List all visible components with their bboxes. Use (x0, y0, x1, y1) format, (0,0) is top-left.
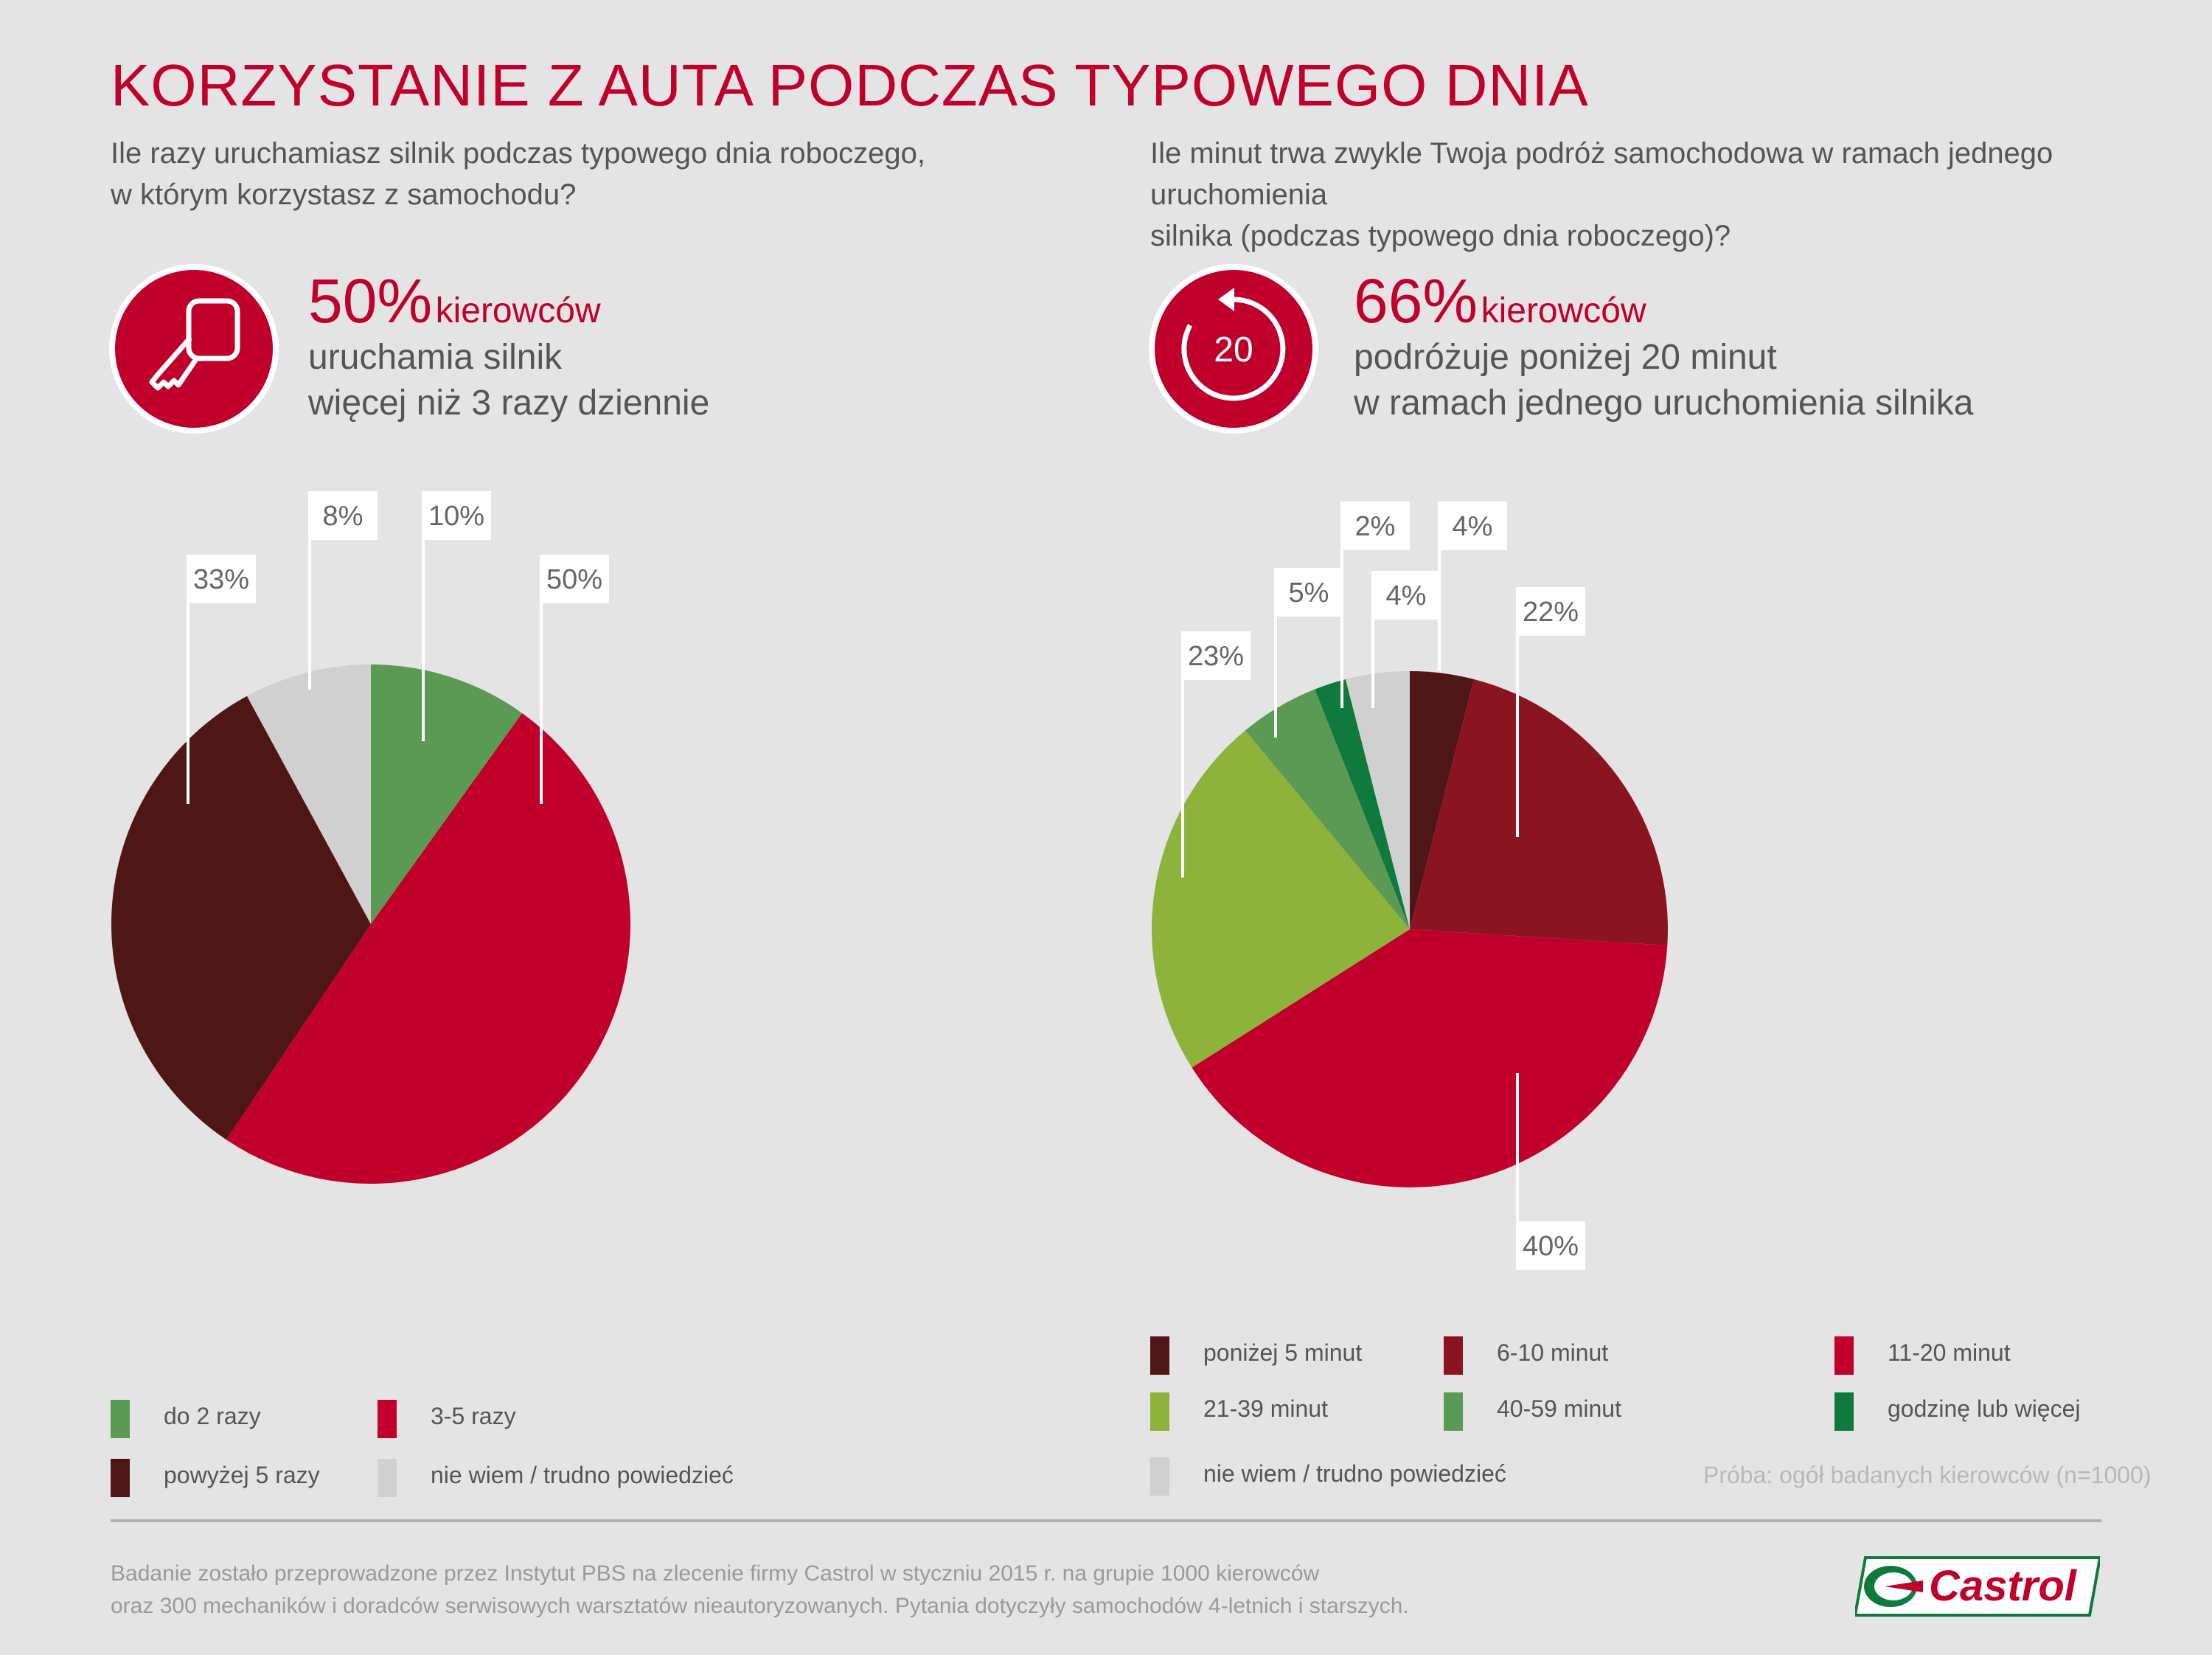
right-legend-swatch-4 (1444, 1392, 1463, 1431)
pie2-label-1: 22% (1516, 587, 1585, 837)
pie2-slice-5 (1315, 679, 1410, 929)
pie1-label-2: 33% (187, 555, 256, 804)
pie1-label-0: 10% (422, 491, 491, 741)
right-stat-unit: kierowców (1481, 291, 1646, 330)
right-legend-swatch-5 (1834, 1392, 1854, 1431)
pie1-label-3: 8% (308, 491, 378, 690)
left-legend-label-0: do 2 razy (164, 1403, 261, 1429)
footer-text: Badanie zostało przeprowadzone przez Ins… (111, 1558, 1409, 1623)
right-legend-label-1: 6-10 minut (1497, 1339, 1609, 1366)
right-legend-swatch-6 (1150, 1457, 1169, 1496)
left-legend-swatch-3 (378, 1459, 397, 1497)
pie2-slice-0 (1410, 671, 1475, 929)
right-legend-label-5: godzinę lub więcej (1888, 1395, 2081, 1422)
left-legend-label-3: nie wiem / trudno powiedzieć (431, 1462, 734, 1488)
svg-text:10%: 10% (428, 501, 484, 532)
timer-icon-text: 20 (1214, 330, 1253, 369)
car-key-icon (109, 264, 279, 434)
left-stat-unit: kierowców (435, 291, 601, 330)
svg-text:50%: 50% (546, 564, 602, 595)
pie2-label-4: 5% (1274, 568, 1343, 738)
right-legend-swatch-0 (1150, 1336, 1169, 1375)
right-question-line2: silnika (podczas typowego dnia roboczego… (1150, 220, 1731, 252)
right-stat-value: 66% (1354, 266, 1478, 336)
left-legend-label-1: 3-5 razy (431, 1403, 516, 1429)
svg-text:23%: 23% (1188, 641, 1244, 672)
left-legend-swatch-2 (111, 1459, 130, 1497)
right-question: Ile minut trwa zwykle Twoja podróż samoc… (1150, 133, 2168, 257)
pie1-slice-0 (371, 665, 523, 924)
right-stat: 66% kierowców podróżuje poniżej 20 minut… (1354, 267, 1973, 426)
svg-text:4%: 4% (1386, 580, 1427, 611)
svg-text:22%: 22% (1523, 597, 1579, 628)
svg-text:8%: 8% (323, 501, 364, 532)
svg-text:5%: 5% (1289, 577, 1329, 608)
pie1-slice-3 (246, 665, 371, 924)
svg-text:2%: 2% (1355, 511, 1396, 542)
pie2-slice-6 (1345, 671, 1410, 929)
right-legend-label-2: 11-20 minut (1888, 1339, 2011, 1366)
timer-20-icon: 20 (1149, 264, 1318, 434)
logo-text: Castrol (1929, 1562, 2078, 1610)
right-legend-swatch-3 (1150, 1392, 1169, 1431)
svg-text:33%: 33% (193, 564, 249, 595)
right-question-line1: Ile minut trwa zwykle Twoja podróż samoc… (1150, 137, 2053, 211)
pie2-slice-4 (1245, 689, 1410, 929)
pie2-slice-1 (1410, 679, 1669, 946)
pie2-label-5: 2% (1340, 502, 1410, 708)
footer-line2: oraz 300 mechaników i doradców serwisowy… (111, 1594, 1409, 1618)
left-stat-line2: więcej niż 3 razy dziennie (308, 384, 710, 423)
left-legend-swatch-1 (378, 1400, 397, 1438)
pie2-slice-2 (1192, 929, 1668, 1187)
svg-text:40%: 40% (1523, 1231, 1579, 1262)
left-question: Ile razy uruchamiasz silnik podczas typo… (111, 133, 1128, 215)
left-question-line2: w którym korzystasz z samochodu? (111, 178, 577, 211)
page-title: KORZYSTANIE Z AUTA PODCZAS TYPOWEGO DNIA (111, 52, 1589, 118)
pie1-slice-1 (226, 712, 631, 1184)
pie2-label-3: 23% (1181, 631, 1251, 878)
left-stat-line1: uruchamia silnik (308, 338, 563, 377)
right-legend-label-6: nie wiem / trudno powiedzieć (1203, 1460, 1506, 1487)
right-legend-label-0: poniżej 5 minut (1203, 1339, 1363, 1366)
right-stat-line1: podróżuje poniżej 20 minut (1354, 338, 1777, 377)
pie2-label-2: 40% (1516, 1073, 1585, 1270)
footer-divider (111, 1519, 2101, 1522)
svg-text:4%: 4% (1453, 511, 1493, 542)
right-legend-swatch-1 (1444, 1336, 1463, 1375)
pie1-slice-2 (111, 695, 372, 1140)
right-legend-label-4: 40-59 minut (1497, 1395, 1621, 1422)
pie2-slice-3 (1151, 730, 1410, 1068)
pie2-label-0: 4% (1438, 502, 1507, 671)
pie2-label-6: 4% (1371, 571, 1441, 708)
right-legend-swatch-2 (1834, 1336, 1854, 1375)
footer-line1: Badanie zostało przeprowadzone przez Ins… (111, 1561, 1320, 1586)
right-legend-label-3: 21-39 minut (1203, 1395, 1328, 1422)
castrol-logo: Castrol (1853, 1555, 2102, 1618)
left-legend-label-2: powyżej 5 razy (164, 1462, 320, 1488)
sample-note: Próba: ogół badanych kierowców (n=1000) (1703, 1462, 2152, 1488)
left-stat-value: 50% (308, 266, 433, 336)
left-question-line1: Ile razy uruchamiasz silnik podczas typo… (111, 137, 926, 170)
left-legend-swatch-0 (111, 1400, 130, 1438)
left-stat: 50% kierowców uruchamia silnik więcej ni… (308, 267, 709, 426)
right-stat-line2: w ramach jednego uruchomienia silnika (1354, 384, 1974, 423)
pie1-label-1: 50% (540, 555, 609, 804)
